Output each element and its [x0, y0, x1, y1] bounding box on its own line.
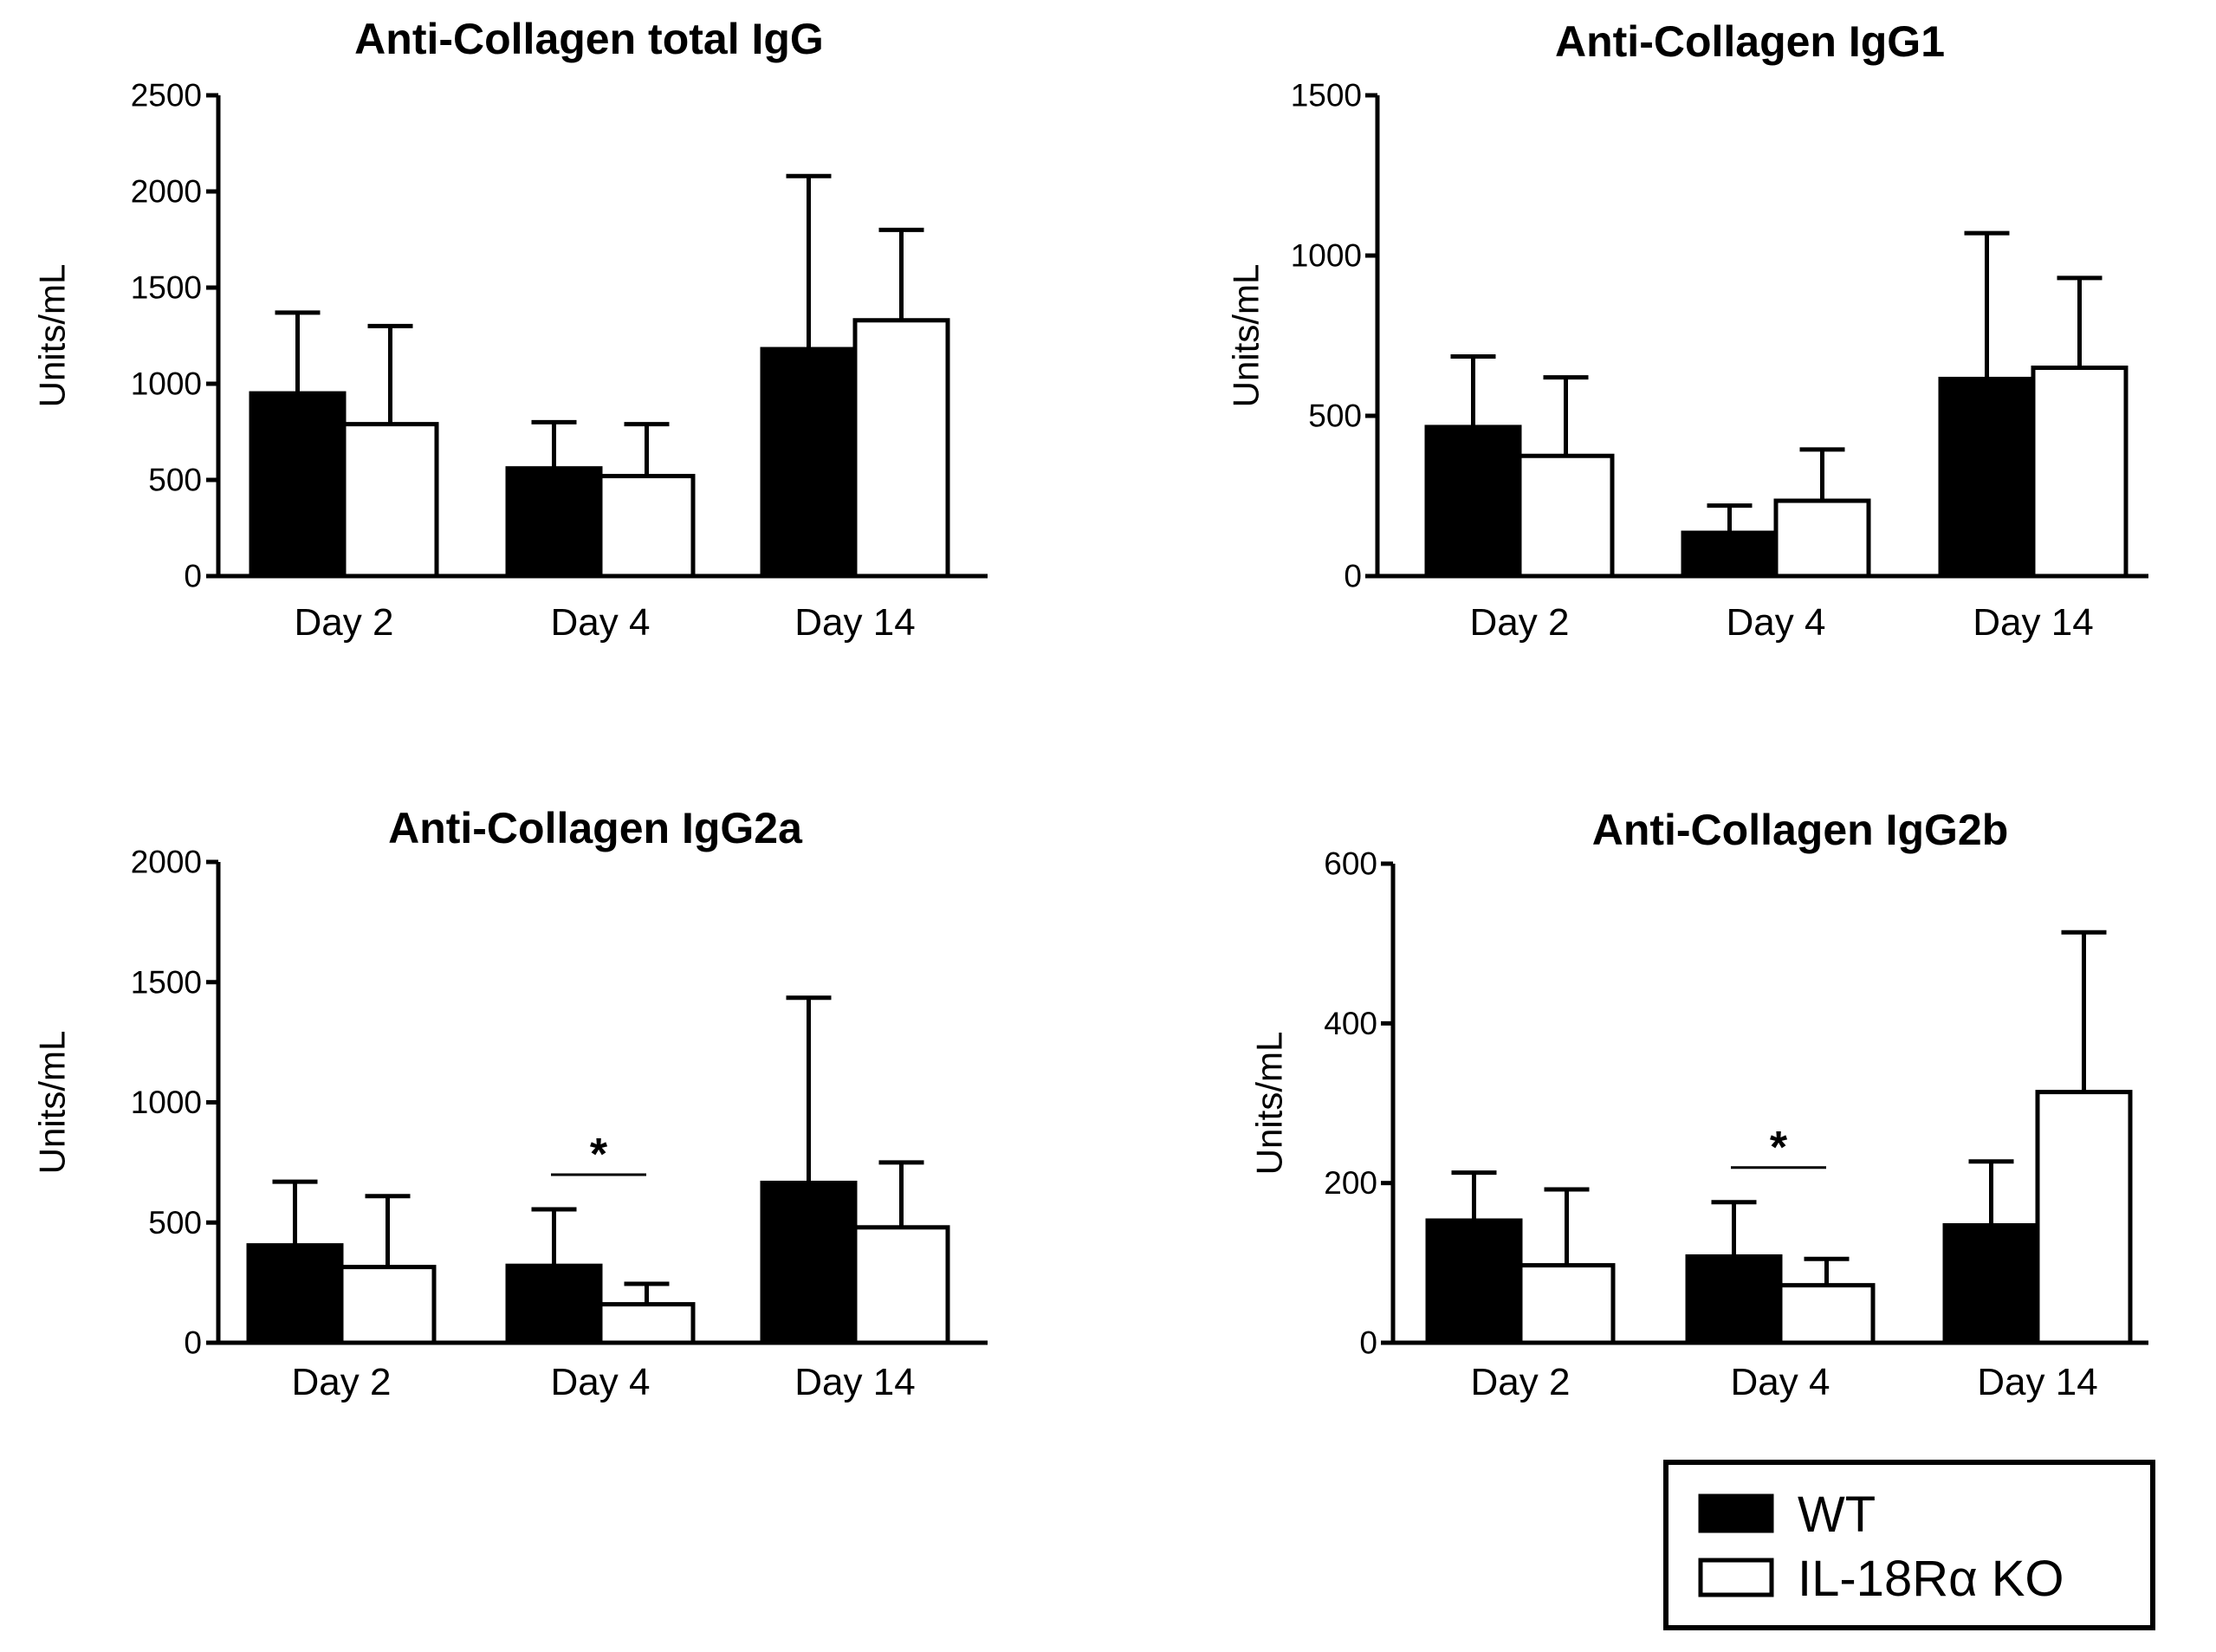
bar [1424, 424, 1522, 579]
bar [2035, 1090, 2133, 1345]
y-tick-label: 500 [148, 463, 202, 498]
y-tick-label: 2500 [131, 78, 202, 113]
chart-title: Anti-Collagen IgG2a [388, 804, 803, 852]
x-tick-label: Day 14 [794, 601, 915, 644]
y-tick-label: 2000 [131, 845, 202, 880]
y-tick-label: 1500 [1291, 78, 1362, 113]
y-tick-label: 1000 [131, 1085, 202, 1120]
bar [1942, 1223, 2040, 1345]
bar [1778, 1283, 1876, 1345]
y-tick-label: 1500 [131, 270, 202, 306]
chart-panel: Anti-Collagen IgG1 Units/mL 0 500 1000 1500 Da… [1226, 17, 2148, 644]
x-tick-label: Day 2 [1471, 1361, 1571, 1403]
bar [760, 1180, 858, 1345]
legend-swatch-wt [1698, 1493, 1774, 1533]
legend: WT IL-18Rα KO [1663, 1460, 2155, 1630]
x-tick-label: Day 2 [292, 1361, 392, 1403]
y-tick-label: 1500 [131, 964, 202, 1000]
bar [852, 1225, 950, 1345]
bar [598, 474, 696, 579]
legend-swatch-ko [1698, 1558, 1774, 1597]
y-tick-label: 500 [148, 1205, 202, 1241]
y-tick-label: 600 [1324, 846, 1377, 882]
chart-panel: Anti-Collagen IgG2a Units/mL 0 500 1000 1500 2… [32, 804, 988, 1403]
y-tick-label: 400 [1324, 1006, 1377, 1041]
bar [249, 391, 347, 579]
chart-title: Anti-Collagen IgG2b [1592, 806, 2009, 854]
x-tick-label: Day 2 [1470, 601, 1570, 644]
chart-panels: Anti-Collagen total IgG Units/mL 0 500 1000 1… [32, 15, 2148, 1403]
bar [1517, 453, 1615, 579]
x-tick-label: Day 4 [551, 1361, 651, 1403]
legend-label-wt: WT [1798, 1487, 1876, 1543]
x-tick-label: Day 4 [551, 601, 651, 644]
bar [246, 1243, 344, 1345]
bar [1773, 498, 1871, 579]
bar [339, 1265, 437, 1345]
legend-label-ko: IL-18Rα KO [1798, 1551, 2064, 1607]
bar [505, 466, 603, 579]
y-tick-label: 0 [184, 1325, 202, 1361]
significance-star: * [1770, 1123, 1788, 1173]
bar [760, 347, 858, 579]
x-tick-label: Day 2 [295, 601, 394, 644]
bar [1425, 1218, 1523, 1345]
y-tick-label: 0 [1344, 559, 1362, 594]
y-tick-label: 1000 [131, 366, 202, 402]
bar [1685, 1254, 1783, 1345]
chart-title: Anti-Collagen total IgG [354, 15, 824, 63]
legend-box [1663, 1460, 2155, 1630]
bar [341, 422, 439, 579]
y-tick-label: 200 [1324, 1165, 1377, 1201]
bar [852, 318, 950, 579]
y-tick-label: 0 [184, 559, 202, 594]
chart-panel: Anti-Collagen total IgG Units/mL 0 500 1000 1… [32, 15, 988, 644]
y-tick-label: 0 [1359, 1325, 1377, 1361]
chart-title: Anti-Collagen IgG1 [1555, 17, 1945, 66]
x-tick-label: Day 4 [1727, 601, 1826, 644]
significance-star: * [590, 1130, 608, 1180]
chart-panel: Anti-Collagen IgG2b Units/mL 0 200 400 600 Day… [1249, 806, 2148, 1403]
y-axis-label: Units/mL [1249, 1032, 1290, 1176]
y-tick-label: 500 [1308, 398, 1362, 434]
y-axis-label: Units/mL [32, 264, 73, 408]
bar [2031, 366, 2129, 579]
x-tick-label: Day 14 [1977, 1361, 2097, 1403]
x-tick-label: Day 14 [794, 1361, 915, 1403]
x-tick-label: Day 14 [1973, 601, 2093, 644]
bar [598, 1302, 696, 1345]
bar [1681, 530, 1779, 579]
bar [1518, 1263, 1616, 1345]
bar [505, 1263, 603, 1345]
x-tick-label: Day 4 [1731, 1361, 1830, 1403]
bar [1938, 376, 2036, 579]
y-tick-label: 2000 [131, 174, 202, 210]
y-tick-label: 1000 [1291, 238, 1362, 274]
y-axis-label: Units/mL [32, 1031, 73, 1175]
y-axis-label: Units/mL [1226, 264, 1267, 408]
